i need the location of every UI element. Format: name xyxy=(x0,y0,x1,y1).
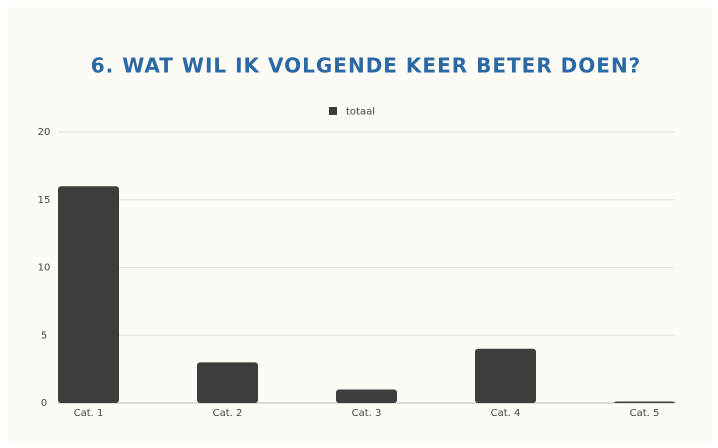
y-tick-label: 20 xyxy=(38,127,51,138)
x-tick-label: Cat. 3 xyxy=(352,408,382,419)
legend-label: totaal xyxy=(346,107,375,118)
x-tick-label: Cat. 2 xyxy=(213,408,243,419)
y-tick-label: 10 xyxy=(38,263,51,274)
bar xyxy=(58,186,119,403)
chart-background xyxy=(8,6,712,444)
bar xyxy=(614,401,675,403)
chart-title: 6. WAT WIL IK VOLGENDE KEER BETER DOEN? xyxy=(91,54,642,78)
bar xyxy=(197,362,258,403)
legend-swatch xyxy=(329,107,337,115)
y-tick-label: 15 xyxy=(38,195,51,206)
y-tick-label: 0 xyxy=(41,398,47,409)
bar xyxy=(336,389,397,403)
x-tick-label: Cat. 1 xyxy=(74,408,104,419)
x-tick-label: Cat. 5 xyxy=(630,408,660,419)
x-tick-label: Cat. 4 xyxy=(491,408,521,419)
bar xyxy=(475,348,536,403)
y-tick-label: 5 xyxy=(41,330,47,341)
